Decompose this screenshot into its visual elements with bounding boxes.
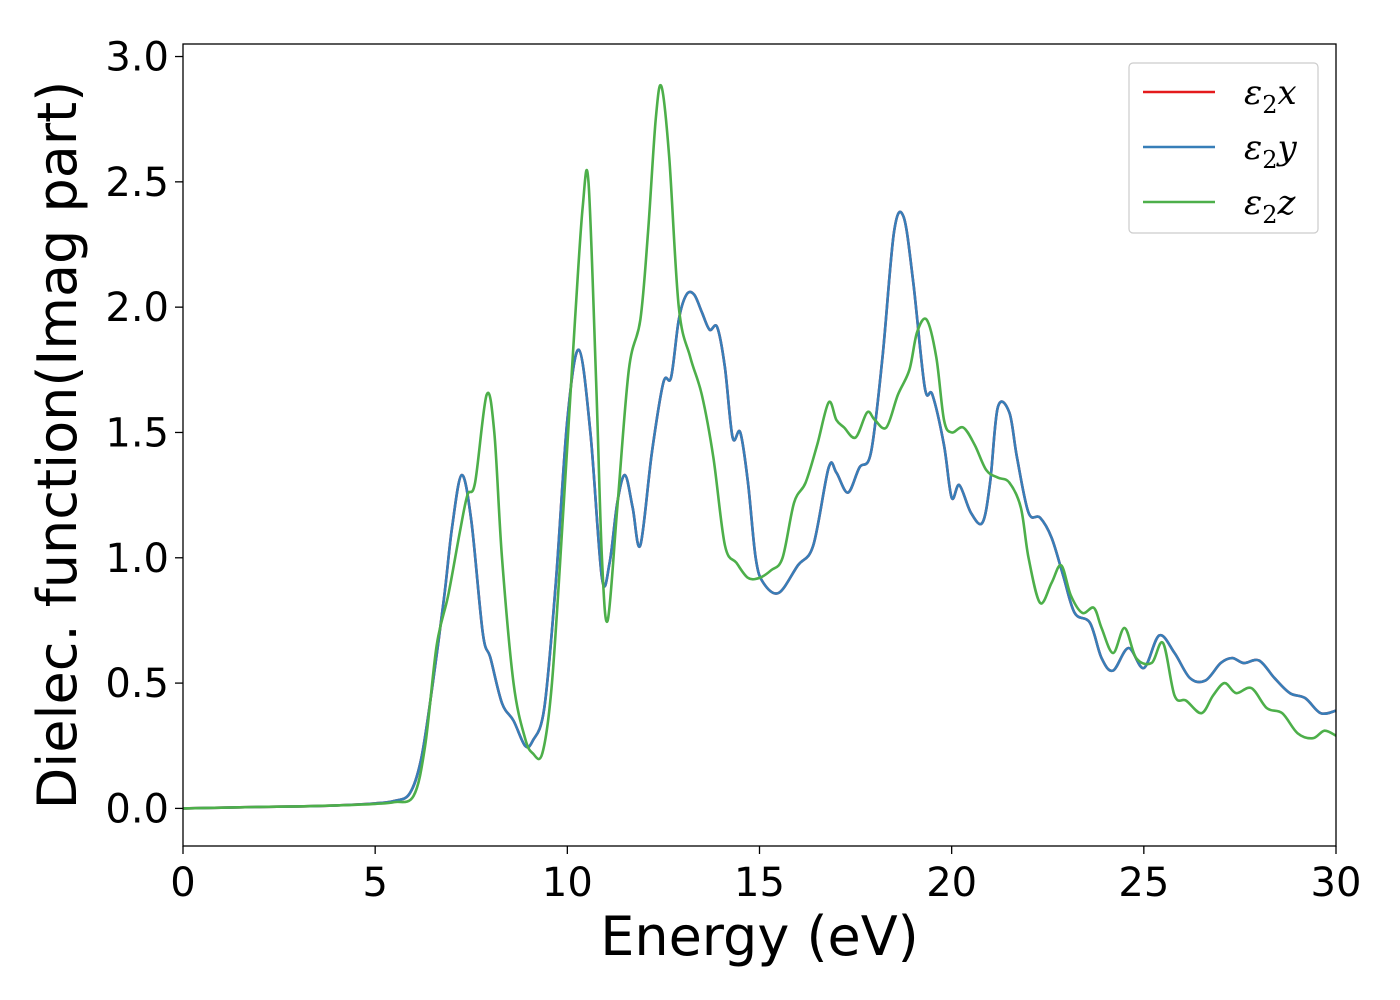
y-tick-label: 2.5 bbox=[105, 160, 169, 206]
x-tick-label: 15 bbox=[734, 860, 785, 906]
series-line-z bbox=[183, 83, 1336, 810]
y-axis-ticks: 0.0 0.5 1.0 1.5 2.0 2.5 3.0 bbox=[105, 35, 183, 832]
legend-label-y: ε2y bbox=[1244, 128, 1298, 174]
legend: ε2x ε2y ε2z bbox=[1128, 62, 1319, 234]
series-layer bbox=[183, 83, 1336, 810]
x-tick-label: 30 bbox=[1311, 860, 1362, 906]
y-tick-label: 0.0 bbox=[105, 786, 169, 832]
x-tick-label: 5 bbox=[362, 860, 387, 906]
legend-label-x: ε2x bbox=[1244, 73, 1297, 119]
x-axis-label: Energy (eV) bbox=[600, 905, 919, 968]
y-tick-label: 1.0 bbox=[105, 536, 169, 582]
y-tick-label: 2.0 bbox=[105, 285, 169, 331]
x-tick-label: 25 bbox=[1118, 860, 1169, 906]
y-tick-label: 3.0 bbox=[105, 35, 169, 81]
legend-label-z: ε2z bbox=[1244, 183, 1297, 229]
x-axis-ticks: 0 5 10 15 20 25 30 bbox=[170, 846, 1361, 906]
legend-box bbox=[1128, 62, 1319, 234]
y-tick-label: 0.5 bbox=[105, 661, 169, 707]
y-tick-label: 1.5 bbox=[105, 410, 169, 456]
y-axis-label: Dielec. function(Imag part) bbox=[26, 81, 89, 810]
x-tick-label: 0 bbox=[170, 860, 195, 906]
x-tick-label: 20 bbox=[926, 860, 977, 906]
x-tick-label: 10 bbox=[542, 860, 593, 906]
